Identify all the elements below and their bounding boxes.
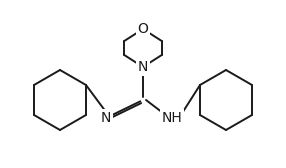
Text: N: N [138, 60, 148, 74]
Text: NH: NH [162, 111, 182, 125]
Text: N: N [101, 111, 111, 125]
Text: O: O [138, 22, 148, 36]
